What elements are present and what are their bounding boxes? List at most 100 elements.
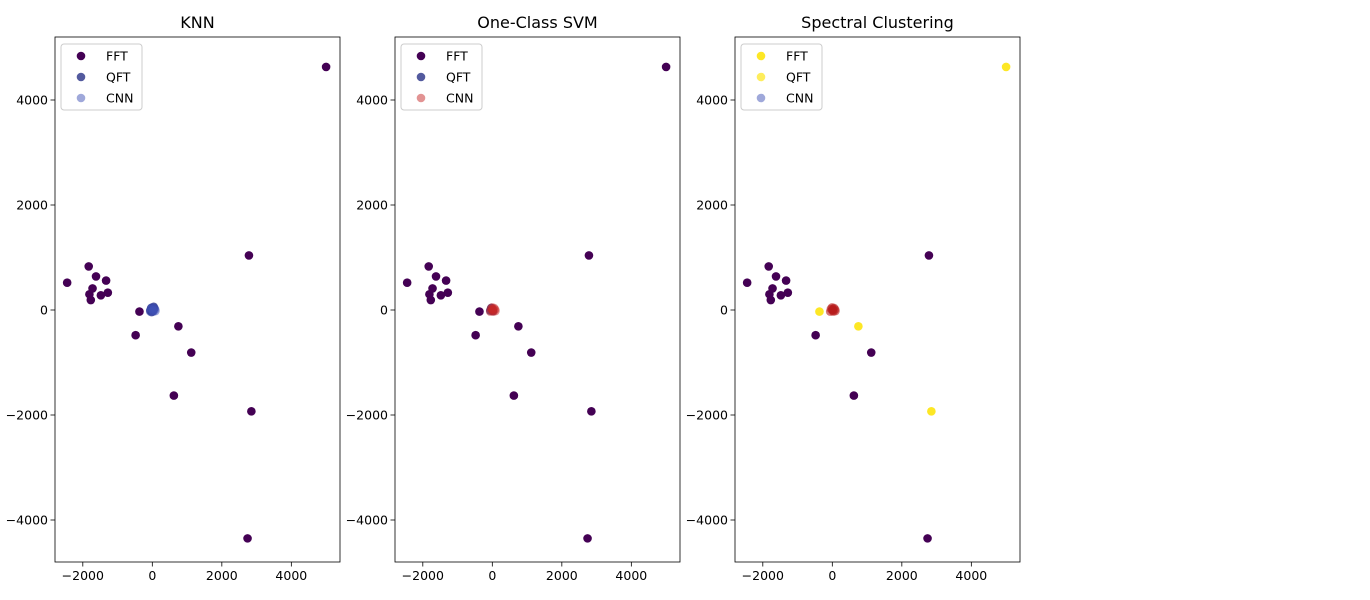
legend-label: QFT <box>106 70 131 85</box>
data-point <box>186 348 196 357</box>
data-point <box>509 391 519 400</box>
data-point <box>436 291 446 300</box>
y-tick-label: −4000 <box>346 513 388 528</box>
data-point <box>475 307 484 316</box>
data-point <box>247 407 256 416</box>
data-point <box>583 534 592 543</box>
data-point <box>742 278 752 288</box>
legend-label: CNN <box>446 91 473 106</box>
data-point <box>431 272 441 281</box>
x-tick-label: −2000 <box>742 568 784 583</box>
legend: FFT QFT CNN <box>400 43 483 111</box>
chart-title: One-Class SVM <box>477 13 597 32</box>
data-point <box>244 251 254 260</box>
x-tick-label: 4000 <box>955 568 987 583</box>
y-tick-label: 4000 <box>16 93 48 108</box>
legend-marker <box>76 51 86 61</box>
data-point <box>584 251 594 260</box>
legend-label: CNN <box>106 91 133 106</box>
data-point <box>927 407 936 416</box>
data-point <box>424 262 434 271</box>
y-tick-label: 0 <box>380 303 388 318</box>
legend-marker <box>756 72 766 82</box>
data-point <box>96 291 106 300</box>
data-point <box>174 321 183 331</box>
legend-box <box>740 43 823 111</box>
data-point <box>815 307 824 316</box>
y-tick-label: 4000 <box>356 93 388 108</box>
x-tick-label: 4000 <box>615 568 647 583</box>
data-point <box>84 262 94 271</box>
data-point <box>811 330 820 340</box>
legend-marker <box>416 51 426 61</box>
panel-2: One-Class SVM −2000 0 2000 4000 −4000 −2000 0 20… <box>346 13 681 583</box>
y-tick-label: 0 <box>720 303 728 318</box>
x-tick-label: 0 <box>148 568 156 583</box>
data-point <box>243 534 252 543</box>
y-tick-label: −2000 <box>6 408 48 423</box>
y-tick-label: 0 <box>40 303 48 318</box>
x-tick-label: 2000 <box>886 568 918 583</box>
legend-label: CNN <box>786 91 813 106</box>
x-tick-label: 2000 <box>206 568 238 583</box>
data-point <box>849 391 859 400</box>
chart-title: Spectral Clustering <box>801 13 954 32</box>
chart-title: KNN <box>180 13 214 32</box>
y-tick-label: −2000 <box>686 408 728 423</box>
axes-frame <box>394 36 681 563</box>
data-point <box>766 295 776 305</box>
legend-label: QFT <box>446 70 471 85</box>
data-point <box>661 62 671 72</box>
data-point <box>923 534 932 543</box>
legend-box <box>60 43 143 111</box>
legend-label: FFT <box>446 49 468 64</box>
data-point <box>828 304 838 314</box>
legend-marker <box>76 72 86 82</box>
data-point <box>91 272 101 281</box>
data-point <box>151 306 160 316</box>
axes-frame <box>54 36 341 563</box>
legend-marker <box>756 51 766 61</box>
plot-area <box>55 37 340 562</box>
plot-area <box>735 37 1020 562</box>
data-point <box>781 276 791 285</box>
x-tick-label: −2000 <box>402 568 444 583</box>
y-tick-label: −4000 <box>686 513 728 528</box>
data-point <box>135 307 144 316</box>
data-point <box>131 330 140 340</box>
y-tick-label: 4000 <box>696 93 728 108</box>
data-point <box>321 62 331 72</box>
data-point <box>402 278 412 288</box>
data-point <box>924 251 934 260</box>
data-point <box>169 391 179 400</box>
x-tick-label: 4000 <box>275 568 307 583</box>
data-point <box>514 321 523 331</box>
legend-label: QFT <box>786 70 811 85</box>
y-tick-label: −2000 <box>346 408 388 423</box>
y-tick-label: −4000 <box>6 513 48 528</box>
data-point <box>426 295 436 305</box>
data-point <box>783 288 793 297</box>
data-point <box>428 284 437 293</box>
data-point <box>587 407 596 416</box>
data-point <box>101 276 111 285</box>
data-point <box>88 284 97 293</box>
legend-marker <box>756 93 766 103</box>
data-point <box>86 295 96 305</box>
legend: FFT QFT CNN <box>60 43 143 111</box>
x-tick-label: −2000 <box>62 568 104 583</box>
legend-marker <box>76 93 86 103</box>
data-point <box>443 288 453 297</box>
data-point <box>771 272 781 281</box>
data-point <box>776 291 786 300</box>
data-point <box>866 348 876 357</box>
y-tick-label: 2000 <box>696 198 728 213</box>
y-tick-label: 2000 <box>356 198 388 213</box>
legend-marker <box>416 72 426 82</box>
panel-1: KNN −2000 0 2000 4000 −4000 −2000 0 2000 4000 FFT Q… <box>6 13 341 583</box>
data-point <box>471 330 480 340</box>
data-point <box>526 348 536 357</box>
legend: FFT QFT CNN <box>740 43 823 111</box>
data-point <box>768 284 777 293</box>
